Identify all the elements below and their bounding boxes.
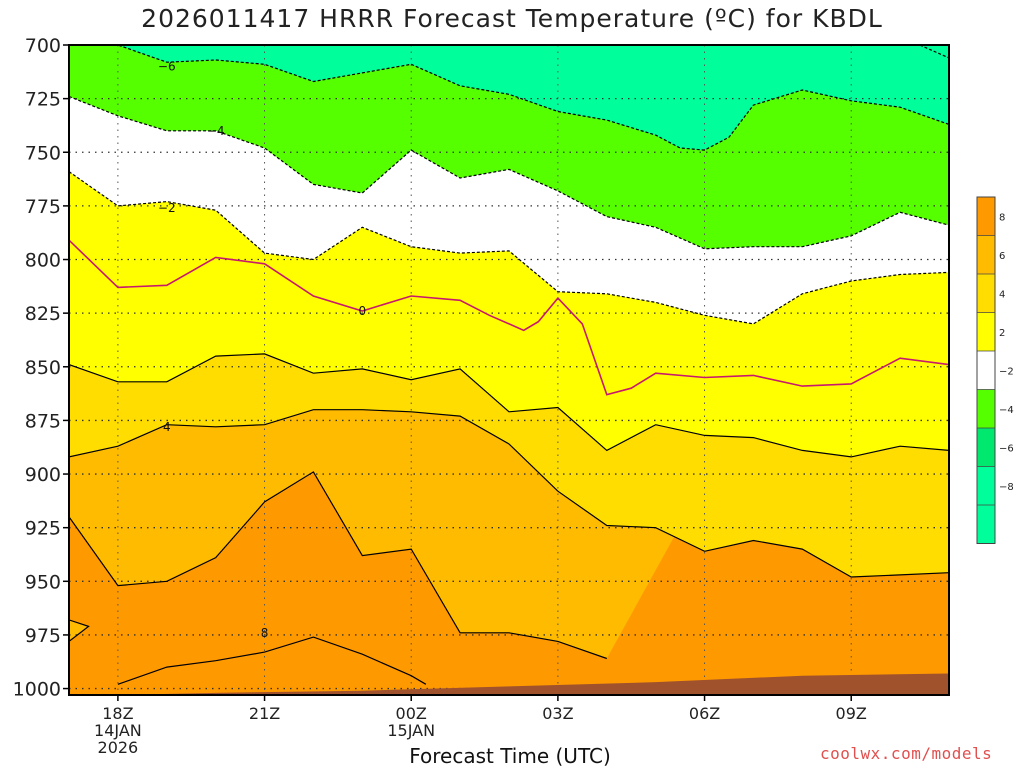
colorbar-segment	[977, 312, 995, 351]
x-tick-label: 06Z	[689, 704, 720, 723]
contour-line-6	[69, 619, 90, 642]
x-tick-sublabel: 14JAN	[94, 721, 142, 740]
contour-line-neg6	[111, 45, 949, 151]
ground-surface	[69, 673, 949, 695]
colorbar-label: −6	[999, 443, 1014, 454]
contour-label: 0	[359, 304, 367, 318]
contour-line-neg6	[915, 45, 949, 59]
colorbar-segment	[977, 466, 995, 505]
colorbar-segment	[977, 389, 995, 428]
x-tick-label: 18Z	[102, 704, 133, 723]
colorbar-label: 2	[999, 328, 1005, 339]
plot-frame	[68, 44, 950, 696]
x-tick-label: 21Z	[249, 704, 280, 723]
colorbar-segment	[977, 428, 995, 467]
x-tick-sublabel: 15JAN	[387, 721, 435, 740]
contour-line-6	[69, 471, 607, 660]
colorbar-label: −2	[999, 366, 1014, 377]
x-tick-sublabel: 2026	[98, 738, 139, 757]
credit-link[interactable]: coolwx.com/models	[820, 744, 993, 763]
y-tick-label: 900	[25, 464, 61, 486]
contour-line-0	[69, 239, 949, 396]
band-neg8-neg6	[117, 45, 949, 151]
y-tick-label: 875	[25, 410, 61, 432]
colorbar-segment	[977, 274, 995, 313]
y-tick-label: 975	[25, 625, 61, 647]
contour-label: −6	[158, 59, 176, 73]
colorbar-frame	[976, 196, 996, 544]
y-tick-label: 950	[25, 571, 61, 593]
y-tick-label: 825	[25, 303, 61, 325]
y-tick-label: 750	[25, 142, 61, 164]
colorbar: 8 6 4 2 −2 −4 −6 −8	[976, 196, 1014, 544]
band-8-pocket	[117, 637, 426, 693]
chart-title: 2026011417 HRRR Forecast Temperature (ºC…	[141, 4, 883, 33]
contour-line-2	[69, 353, 949, 458]
contour-label: 4	[163, 420, 171, 434]
x-tick-label: 00Z	[396, 704, 427, 723]
contour-label: −4	[207, 124, 225, 138]
colorbar-label: 8	[999, 212, 1005, 223]
x-axis-label: Forecast Time (UTC)	[409, 744, 611, 768]
colorbar-label: 6	[999, 251, 1005, 262]
y-tick-label: 925	[25, 518, 61, 540]
contour-line-neg4	[69, 95, 949, 250]
contour-line-4	[69, 409, 949, 578]
colorbar-segment	[977, 351, 995, 390]
contour-line-8	[117, 636, 427, 685]
y-tick-label: 1000	[13, 679, 61, 701]
x-tick-label: 03Z	[542, 704, 573, 723]
y-tick-label: 775	[25, 196, 61, 218]
colorbar-segment	[977, 235, 995, 274]
colorbar-label: 4	[999, 289, 1005, 300]
x-tick-label: 09Z	[836, 704, 867, 723]
y-tick-label: 700	[25, 35, 61, 57]
contour-line-neg2	[69, 171, 949, 325]
y-tick-label: 725	[25, 89, 61, 111]
contour-label: 8	[261, 626, 269, 640]
colorbar-label: −4	[999, 405, 1014, 416]
colorbar-segment	[977, 197, 995, 236]
contour-label: −2	[158, 201, 176, 215]
y-tick-label: 800	[25, 250, 61, 272]
y-tick-label: 850	[25, 357, 61, 379]
colorbar-segment	[977, 505, 995, 544]
colorbar-label: −8	[999, 482, 1014, 493]
